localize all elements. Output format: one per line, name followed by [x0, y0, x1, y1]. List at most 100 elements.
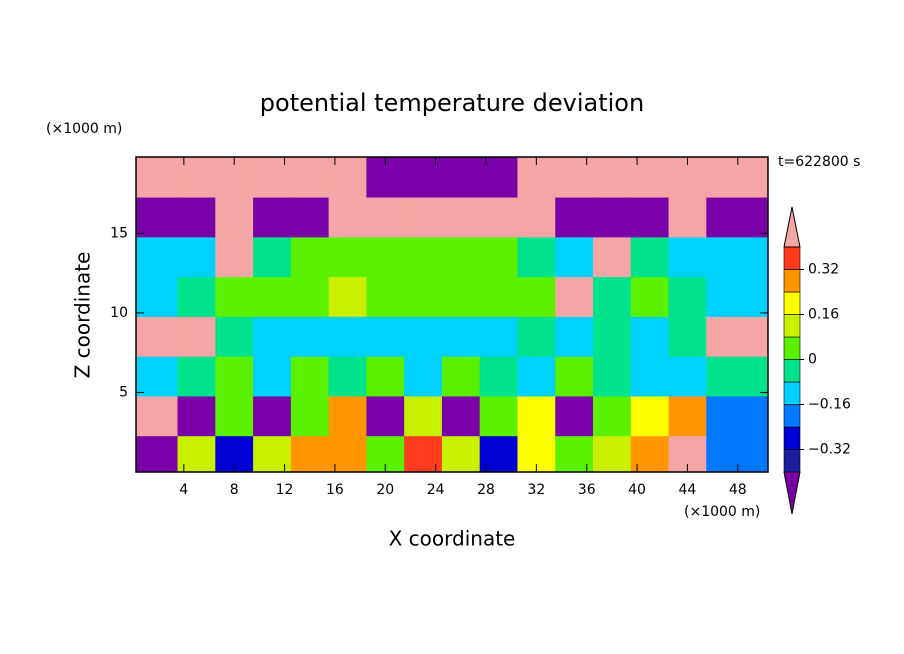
colorbar-label: 0.32 — [808, 262, 839, 278]
contour-cell — [136, 396, 179, 437]
contour-cell — [668, 356, 707, 397]
contour-cell — [479, 356, 518, 397]
contour-cell — [290, 436, 330, 473]
contour-cell — [630, 197, 670, 238]
contour-cell — [177, 237, 216, 278]
contour-cell — [366, 396, 405, 437]
contour-cell — [136, 436, 179, 473]
contour-cell — [404, 157, 443, 199]
contour-cell — [630, 316, 670, 358]
contour-cell — [706, 197, 769, 238]
contour-cell — [253, 396, 292, 437]
contour-cell — [593, 436, 632, 473]
contour-cell — [668, 237, 707, 278]
colorbar-box — [783, 359, 801, 383]
contour-cell — [253, 356, 292, 397]
contour-cell — [328, 197, 367, 238]
colorbar-box — [783, 269, 801, 293]
colorbar-box — [783, 404, 801, 428]
contour-cell — [290, 356, 330, 397]
contour-cell — [404, 316, 443, 358]
contour-cell — [215, 356, 254, 397]
x-tick-label: 12 — [276, 482, 294, 498]
contour-cell — [630, 396, 670, 437]
colorbar-label: 0 — [808, 352, 817, 368]
contour-cell — [630, 237, 670, 278]
contour-cell — [479, 396, 518, 437]
contour-cell — [517, 197, 556, 238]
colorbar-box — [783, 336, 801, 360]
colorbar-box — [783, 246, 801, 270]
contour-cell — [136, 197, 179, 238]
contour-cell — [668, 197, 707, 238]
contour-cell — [328, 277, 367, 318]
contour-cell — [136, 237, 179, 278]
contour-cell — [441, 197, 481, 238]
contour-cell — [177, 356, 216, 397]
contour-cell — [668, 277, 707, 318]
colorbar-box — [783, 426, 801, 450]
colorbar-box — [783, 314, 801, 338]
contour-cell — [555, 197, 594, 238]
contour-cell — [366, 197, 405, 238]
contour-cell — [630, 277, 670, 318]
x-unit: (×1000 m) — [684, 504, 760, 520]
y-unit: (×1000 m) — [46, 121, 122, 137]
contour-cell — [366, 316, 405, 358]
contour-cell — [517, 316, 556, 358]
contour-cell — [253, 237, 292, 278]
contour-cell — [517, 237, 556, 278]
colorbar-box — [783, 449, 801, 473]
contour-cell — [215, 277, 254, 318]
contour-cell — [290, 197, 330, 238]
chart-title: potential temperature deviation — [260, 89, 644, 117]
contour-cell — [555, 157, 594, 199]
x-tick-label: 48 — [729, 482, 747, 498]
y-tick-label: 5 — [119, 384, 128, 400]
x-tick-label: 44 — [679, 482, 697, 498]
colorbar-label: 0.16 — [808, 307, 839, 323]
contour-cell — [706, 396, 769, 437]
contour-cell — [253, 157, 292, 199]
contour-cell — [593, 396, 632, 437]
contour-cell — [136, 157, 179, 199]
contour-cell — [441, 396, 481, 437]
contour-cell — [215, 237, 254, 278]
contour-cell — [253, 197, 292, 238]
contour-cell — [177, 197, 216, 238]
contour-cell — [366, 277, 405, 318]
contour-cell — [593, 316, 632, 358]
contour-cell — [479, 277, 518, 318]
contour-cell — [404, 197, 443, 238]
contour-cell — [215, 197, 254, 238]
contour-cell — [404, 356, 443, 397]
plot-frame — [135, 156, 769, 473]
contour-cell — [593, 197, 632, 238]
y-tick-label: 15 — [110, 225, 128, 241]
contour-cell — [517, 277, 556, 318]
contour-cell — [706, 237, 769, 278]
contour-cell — [555, 356, 594, 397]
contour-cell — [706, 356, 769, 397]
contour-cell — [593, 237, 632, 278]
colorbar-label: −0.16 — [808, 397, 851, 413]
contour-cell — [668, 316, 707, 358]
contour-cell — [706, 277, 769, 318]
contour-cell — [479, 237, 518, 278]
contour-cell — [479, 436, 518, 473]
contour-cell — [404, 277, 443, 318]
contour-cell — [593, 356, 632, 397]
contour-cell — [479, 197, 518, 238]
contour-cell — [441, 316, 481, 358]
y-tick-label: 10 — [110, 305, 128, 321]
contour-cell — [290, 316, 330, 358]
y-axis-label: Z coordinate — [71, 252, 95, 379]
contour-cell — [441, 356, 481, 397]
contour-cell — [328, 316, 367, 358]
contour-cell — [136, 316, 179, 358]
contour-cell — [366, 237, 405, 278]
contour-cell — [290, 237, 330, 278]
contour-cell — [555, 237, 594, 278]
contour-cell — [253, 316, 292, 358]
contour-cell — [593, 157, 632, 199]
